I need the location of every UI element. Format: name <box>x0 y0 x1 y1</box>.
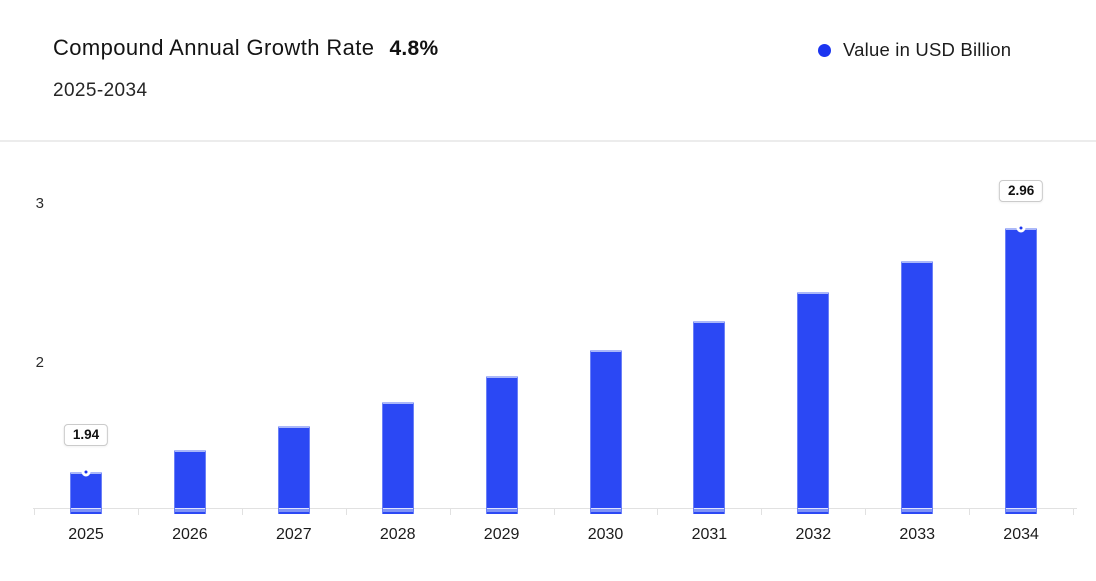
value-label: 2.96 <box>998 179 1044 202</box>
x-axis-tick <box>137 508 139 515</box>
x-axis-label-2033: 2033 <box>899 526 935 543</box>
x-axis-label-2031: 2031 <box>691 526 728 543</box>
bar-2031[interactable] <box>693 320 726 514</box>
x-axis-tick <box>345 508 347 515</box>
bar-bottom-stripe-light <box>278 507 309 510</box>
bar-2032[interactable] <box>797 292 830 514</box>
bar-bottom-stripe-light <box>694 507 725 510</box>
value-label: 1.94 <box>63 423 109 446</box>
x-axis-tick <box>865 508 867 515</box>
x-axis-label-2025: 2025 <box>68 526 104 543</box>
bar-bottom-stripe-light <box>590 507 621 510</box>
bar-2025[interactable] <box>70 471 102 514</box>
bar-bottom-stripe-light <box>71 507 101 510</box>
bar-bottom-stripe <box>590 509 621 512</box>
x-axis-tick <box>761 508 763 515</box>
x-axis-line <box>33 508 1077 509</box>
x-axis-tick <box>449 508 451 515</box>
bar-bottom-stripe <box>278 509 309 512</box>
x-axis-tick <box>553 508 555 515</box>
x-axis-label-2027: 2027 <box>276 526 312 543</box>
y-axis-tick-label: 2 <box>35 353 44 371</box>
x-axis-label-2029: 2029 <box>483 526 520 543</box>
bar-bottom-stripe-light <box>382 507 413 510</box>
bar-2027[interactable] <box>277 426 310 514</box>
legend-label: Value in USD Billion <box>843 39 1012 60</box>
x-axis-tick <box>241 508 243 515</box>
page-subtitle: 2025-2034 <box>53 80 148 101</box>
bar-bottom-stripe <box>1006 509 1037 512</box>
x-axis-label-2032: 2032 <box>795 526 832 543</box>
bar-2028[interactable] <box>381 402 414 514</box>
data-point-marker[interactable] <box>81 467 91 476</box>
x-axis-label-2028: 2028 <box>379 526 416 543</box>
bar-bottom-stripe <box>486 509 517 512</box>
x-axis-label-2030: 2030 <box>587 526 624 543</box>
x-axis-label-2034: 2034 <box>1003 526 1039 543</box>
bar-2026[interactable] <box>173 449 206 514</box>
page-title: Compound Annual Growth Rate <box>53 35 375 60</box>
x-axis-tick <box>969 508 971 515</box>
data-point-marker[interactable] <box>1016 223 1026 233</box>
bar-bottom-stripe <box>902 509 933 512</box>
header-divider <box>0 140 1096 142</box>
bar-bottom-stripe <box>71 509 101 512</box>
bar-bottom-stripe <box>382 509 413 512</box>
bar-bottom-stripe-light <box>902 507 933 510</box>
bar-bottom-stripe <box>694 509 725 512</box>
header: Compound Annual Growth Rate 4.8% <box>53 35 439 61</box>
bar-bottom-stripe <box>174 509 205 512</box>
y-axis-tick-label: 3 <box>35 194 44 212</box>
x-axis-label-2026: 2026 <box>172 526 208 543</box>
x-axis-tick <box>1073 508 1075 515</box>
legend-item[interactable]: Value in USD Billion <box>818 39 1011 61</box>
bar-bottom-stripe-light <box>486 507 517 510</box>
bar-2029[interactable] <box>485 375 518 514</box>
x-axis-tick <box>657 508 659 515</box>
cagr-value: 4.8% <box>389 37 439 60</box>
bar-bottom-stripe-light <box>798 507 829 510</box>
x-axis-tick <box>34 508 36 515</box>
bar-bottom-stripe-light <box>1006 507 1037 510</box>
legend-marker-icon <box>818 43 831 57</box>
bar-bottom-stripe <box>798 509 829 512</box>
bar-2030[interactable] <box>589 349 622 514</box>
bar-2034[interactable] <box>1005 227 1038 514</box>
bar-2033[interactable] <box>901 261 934 514</box>
bar-bottom-stripe-light <box>174 507 205 510</box>
